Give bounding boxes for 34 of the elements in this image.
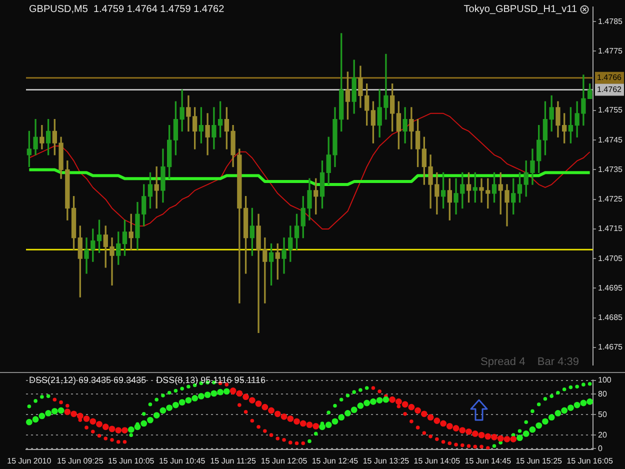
annotation: Spread 4 Bar 4:39: [480, 356, 579, 368]
y-tick-label: 1.4755: [598, 106, 624, 115]
y-tick-label: 1.4785: [598, 16, 624, 26]
y-tick-label: 100: [598, 376, 612, 385]
x-tick-label: 15 Jun 2010: [7, 456, 52, 466]
x-tick-label: 15 Jun 10:05: [108, 456, 155, 466]
chart-title: GBPUSD,M5 1.4759 1.4764 1.4759 1.4762: [29, 4, 224, 15]
annotation: Tokyo_GBPUSD_H1_v11: [464, 4, 577, 15]
y-tick-label: 80: [598, 389, 608, 398]
x-tick-label: 15 Jun 16:05: [566, 456, 614, 466]
ref-line-label: 1.4762: [597, 84, 622, 94]
x-tick-label: 15 Jun 10:45: [158, 456, 206, 466]
y-tick-label: 1.4745: [598, 135, 624, 144]
x-tick-label: 15 Jun 09:25: [57, 456, 104, 466]
x-tick-label: 15 Jun 13:25: [362, 456, 410, 466]
x-tick-label: 15 Jun 12:05: [260, 456, 308, 466]
x-tick-label: 15 Jun 14:05: [414, 456, 461, 466]
y-tick-label: 1.4715: [598, 224, 624, 234]
y-tick-label: 1.4695: [598, 283, 624, 292]
x-tick-label: 15 Jun 15:25: [516, 456, 563, 466]
y-tick-label: 1.4775: [598, 46, 624, 56]
y-tick-label: 1.4705: [598, 254, 624, 263]
y-tick-label: 1.4735: [598, 164, 624, 174]
y-tick-label: 50: [598, 410, 608, 419]
y-tick-label: 0: [598, 444, 603, 453]
y-tick-label: 1.4725: [598, 194, 624, 204]
y-tick-label: 20: [598, 430, 608, 440]
y-tick-label: 1.4685: [598, 313, 624, 322]
x-tick-label: 15 Jun 12:45: [312, 456, 359, 466]
x-tick-label: 15 Jun 14:45: [464, 456, 512, 466]
annotation: DSS(21,12) 69.3435 69.3435: [29, 375, 146, 385]
x-tick-label: 15 Jun 11:25: [210, 456, 256, 466]
y-tick-label: 1.4675: [598, 342, 624, 352]
ref-line-label: 1.4766: [597, 73, 622, 82]
